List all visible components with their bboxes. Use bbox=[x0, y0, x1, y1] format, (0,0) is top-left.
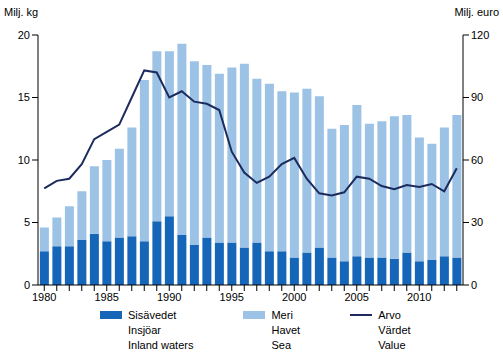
html-text:Milj. euro: Milj. euro bbox=[454, 6, 499, 18]
svg-text:1995: 1995 bbox=[220, 291, 244, 303]
html-text:Insjöar: Insjöar bbox=[128, 324, 161, 336]
svg-text:0: 0 bbox=[471, 279, 477, 291]
html-text:Milj. kg: Milj. kg bbox=[4, 6, 39, 18]
svg-text:120: 120 bbox=[471, 29, 489, 41]
html-text:Sea: Sea bbox=[271, 339, 291, 351]
svg-text:20: 20 bbox=[18, 29, 30, 41]
svg-text:2000: 2000 bbox=[282, 291, 306, 303]
html-text:Inland waters: Inland waters bbox=[128, 339, 194, 351]
svg-text:60: 60 bbox=[471, 154, 483, 166]
svg-text:1985: 1985 bbox=[95, 291, 119, 303]
svg-text:10: 10 bbox=[18, 154, 30, 166]
svg-text:5: 5 bbox=[24, 216, 30, 228]
html-text:Meri: Meri bbox=[271, 309, 293, 321]
html-text:Havet: Havet bbox=[271, 324, 301, 336]
svg-text:0: 0 bbox=[24, 279, 30, 291]
svg-text:2010: 2010 bbox=[407, 291, 431, 303]
svg-text:2005: 2005 bbox=[345, 291, 369, 303]
svg-text:90: 90 bbox=[471, 91, 483, 103]
html-text:Arvo: Arvo bbox=[378, 309, 401, 321]
svg-text:1980: 1980 bbox=[32, 291, 56, 303]
html-text:Värdet: Värdet bbox=[378, 324, 411, 336]
svg-text:15: 15 bbox=[18, 91, 30, 103]
html-text:Sisävedet: Sisävedet bbox=[128, 309, 177, 321]
svg-text:30: 30 bbox=[471, 216, 483, 228]
html-text:Value: Value bbox=[378, 339, 406, 351]
svg-text:1990: 1990 bbox=[157, 291, 181, 303]
